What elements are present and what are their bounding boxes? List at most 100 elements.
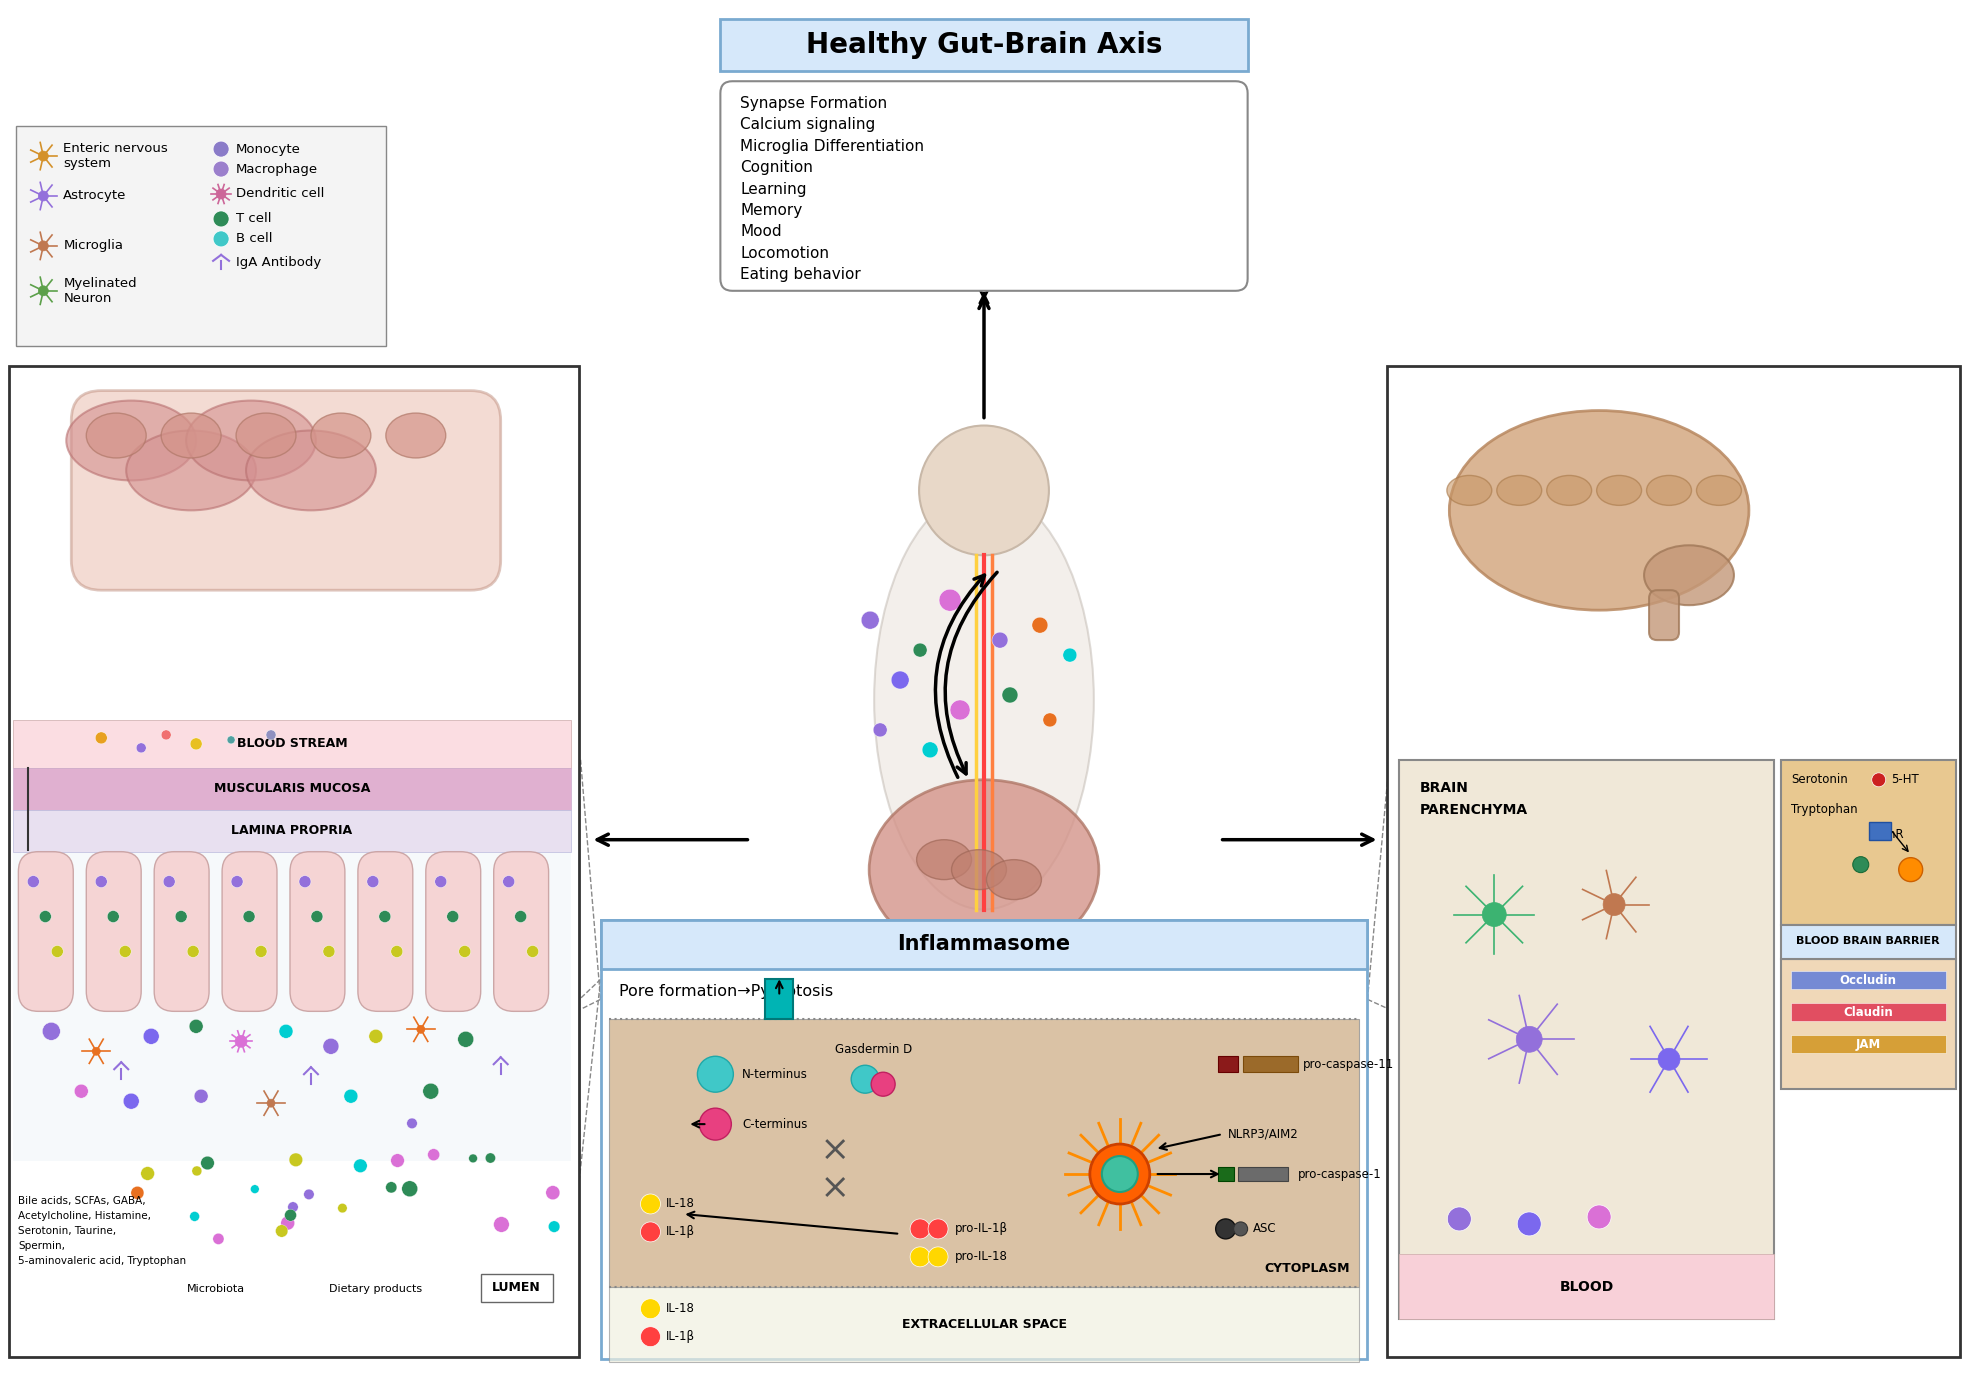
Circle shape xyxy=(213,141,228,157)
Text: Occludin: Occludin xyxy=(1839,974,1896,987)
FancyBboxPatch shape xyxy=(1650,590,1680,641)
Circle shape xyxy=(189,1020,203,1034)
Ellipse shape xyxy=(951,850,1006,890)
Circle shape xyxy=(144,1028,159,1045)
Circle shape xyxy=(910,1247,929,1266)
Circle shape xyxy=(282,1217,295,1231)
Circle shape xyxy=(120,945,132,958)
Text: pro-IL-18: pro-IL-18 xyxy=(955,1250,1008,1264)
Bar xyxy=(1400,1254,1774,1319)
Bar xyxy=(1217,1057,1239,1072)
Text: Microglia Differentiation: Microglia Differentiation xyxy=(740,139,923,153)
Circle shape xyxy=(640,1327,660,1346)
Circle shape xyxy=(1483,903,1506,926)
Text: Locomotion: Locomotion xyxy=(740,245,829,260)
Circle shape xyxy=(939,590,961,612)
Circle shape xyxy=(187,945,199,958)
Circle shape xyxy=(41,1022,61,1040)
Circle shape xyxy=(280,1024,293,1038)
Text: Microbiota: Microbiota xyxy=(187,1284,246,1294)
Circle shape xyxy=(502,875,514,887)
Circle shape xyxy=(390,1153,404,1167)
Circle shape xyxy=(927,1247,947,1266)
Circle shape xyxy=(268,1100,276,1107)
Circle shape xyxy=(250,1185,260,1193)
Bar xyxy=(1239,1167,1288,1181)
Ellipse shape xyxy=(1548,475,1591,506)
Text: Astrocyte: Astrocyte xyxy=(63,190,126,203)
FancyBboxPatch shape xyxy=(721,81,1248,291)
Circle shape xyxy=(1853,857,1869,872)
Text: PARENCHYMA: PARENCHYMA xyxy=(1420,803,1528,817)
Circle shape xyxy=(1898,857,1922,882)
Bar xyxy=(1792,1003,1945,1021)
Circle shape xyxy=(93,1047,100,1056)
FancyBboxPatch shape xyxy=(289,852,345,1011)
Bar xyxy=(16,127,386,346)
Circle shape xyxy=(256,945,268,958)
Circle shape xyxy=(191,737,203,750)
Text: NLRP3/AIM2: NLRP3/AIM2 xyxy=(1227,1127,1298,1141)
Text: Acetylcholine, Histamine,: Acetylcholine, Histamine, xyxy=(18,1211,152,1221)
Text: pro-IL-1β: pro-IL-1β xyxy=(955,1222,1008,1236)
Circle shape xyxy=(1002,688,1018,703)
Circle shape xyxy=(161,730,171,740)
Text: Tryptophan: Tryptophan xyxy=(1792,803,1857,816)
Text: IL-1β: IL-1β xyxy=(666,1225,695,1239)
Text: LUMEN: LUMEN xyxy=(492,1282,541,1294)
Circle shape xyxy=(1063,648,1077,661)
Text: IL-18: IL-18 xyxy=(666,1197,695,1210)
Circle shape xyxy=(910,1220,929,1239)
Bar xyxy=(480,1273,553,1302)
Text: EXTRACELLULAR SPACE: EXTRACELLULAR SPACE xyxy=(902,1317,1067,1331)
Text: Synapse Formation: Synapse Formation xyxy=(740,95,888,110)
Circle shape xyxy=(851,1065,878,1093)
Bar xyxy=(1792,971,1945,989)
Circle shape xyxy=(1215,1220,1237,1239)
Text: IL-18: IL-18 xyxy=(666,1302,695,1315)
Circle shape xyxy=(402,1181,417,1196)
Bar xyxy=(1869,821,1890,839)
Ellipse shape xyxy=(311,413,370,457)
FancyBboxPatch shape xyxy=(494,852,549,1011)
Text: BLOOD STREAM: BLOOD STREAM xyxy=(236,737,347,751)
Circle shape xyxy=(175,911,187,922)
Text: JAM: JAM xyxy=(1855,1038,1880,1051)
Circle shape xyxy=(213,232,228,247)
Ellipse shape xyxy=(1496,475,1542,506)
Circle shape xyxy=(213,161,228,176)
Circle shape xyxy=(28,875,39,887)
Text: 5-HT: 5-HT xyxy=(1890,773,1918,787)
Circle shape xyxy=(136,743,146,752)
FancyBboxPatch shape xyxy=(358,852,413,1011)
Circle shape xyxy=(366,875,378,887)
Circle shape xyxy=(921,741,937,758)
Ellipse shape xyxy=(67,401,197,481)
Circle shape xyxy=(640,1193,660,1214)
FancyBboxPatch shape xyxy=(425,852,480,1011)
Circle shape xyxy=(914,644,927,657)
Circle shape xyxy=(1518,1211,1542,1236)
Text: IL-1β: IL-1β xyxy=(666,1330,695,1344)
Circle shape xyxy=(484,1153,496,1163)
Circle shape xyxy=(920,426,1049,555)
Circle shape xyxy=(992,633,1008,648)
Text: Cognition: Cognition xyxy=(740,160,813,175)
Circle shape xyxy=(892,671,910,689)
Ellipse shape xyxy=(246,430,376,510)
Circle shape xyxy=(549,1221,559,1232)
Circle shape xyxy=(51,945,63,958)
Ellipse shape xyxy=(874,491,1095,909)
Text: Monocyte: Monocyte xyxy=(236,142,301,156)
Circle shape xyxy=(494,1217,510,1232)
Circle shape xyxy=(390,945,404,958)
Text: CYTOPLASM: CYTOPLASM xyxy=(1264,1262,1349,1275)
Circle shape xyxy=(640,1299,660,1319)
Circle shape xyxy=(124,1093,140,1109)
Text: Memory: Memory xyxy=(740,203,803,218)
Text: 5-aminovaleric acid, Tryptophan: 5-aminovaleric acid, Tryptophan xyxy=(18,1255,187,1266)
Circle shape xyxy=(951,700,971,719)
Circle shape xyxy=(435,875,447,887)
Ellipse shape xyxy=(918,839,971,879)
FancyBboxPatch shape xyxy=(71,390,500,590)
